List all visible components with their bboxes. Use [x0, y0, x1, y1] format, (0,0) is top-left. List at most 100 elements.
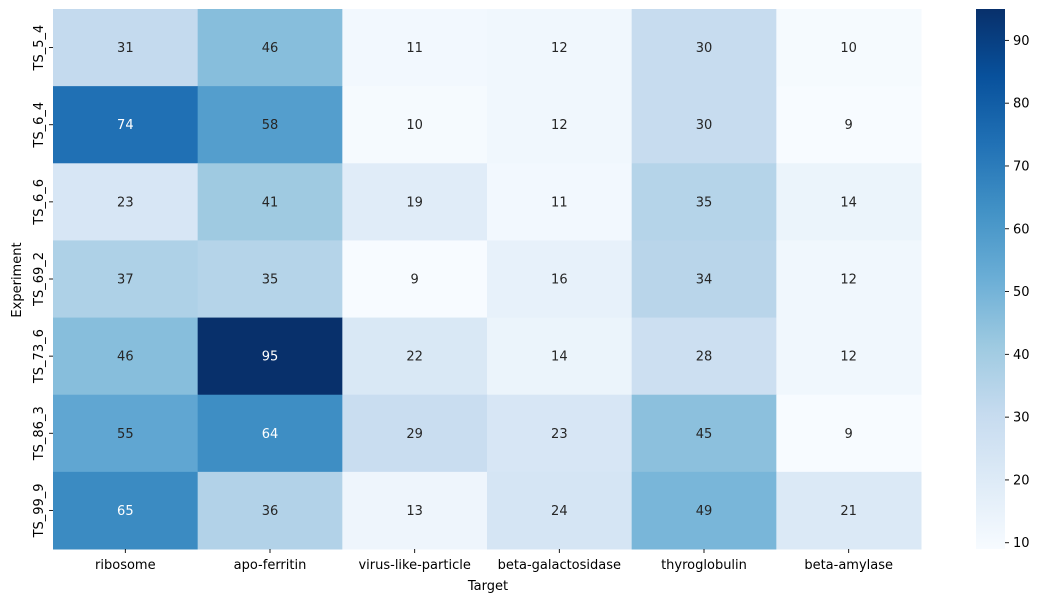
- cell-value-label: 12: [840, 350, 857, 365]
- x-tick-label: ribosome: [95, 558, 156, 573]
- heatmap-cell: [53, 9, 199, 87]
- y-tick-label: TS_99_9: [32, 483, 47, 538]
- cell-value-label: 30: [696, 118, 713, 133]
- cell-value-label: 45: [696, 427, 713, 442]
- x-tick-label: beta-galactosidase: [498, 558, 621, 573]
- heatmap-cell: [776, 394, 922, 473]
- cell-value-label: 41: [262, 195, 279, 210]
- x-axis-label: Target: [467, 579, 508, 594]
- x-axis-ticks: ribosome apo-ferritin virus-like-particle b…: [95, 549, 893, 573]
- colorbar-tick-label: 80: [1013, 97, 1030, 112]
- heatmap-cell: [487, 317, 633, 396]
- heatmap-cell: [487, 9, 633, 87]
- heatmap-cell: [342, 317, 488, 396]
- heatmap-cell: [631, 471, 777, 550]
- cell-value-label: 95: [262, 350, 279, 365]
- x-tick-label: virus-like-particle: [358, 558, 470, 573]
- cell-value-label: 35: [696, 195, 713, 210]
- cell-value-label: 64: [262, 427, 279, 442]
- heatmap-cell: [197, 471, 343, 550]
- cell-value-label: 10: [406, 118, 423, 133]
- heatmap-cell: [776, 86, 922, 164]
- cell-value-label: 74: [117, 118, 134, 133]
- cell-value-label: 36: [262, 504, 279, 519]
- cell-value-label: 10: [840, 41, 857, 56]
- colorbar-tick-label: 40: [1013, 348, 1030, 363]
- y-tick-label: TS_5_4: [32, 25, 47, 72]
- y-axis-label: Experiment: [10, 242, 25, 317]
- cell-value-label: 22: [406, 350, 423, 365]
- cell-value-label: 30: [696, 41, 713, 56]
- cell-value-label: 37: [117, 273, 134, 288]
- heatmap-cell: [776, 240, 922, 319]
- heatmap-cell: [631, 9, 777, 87]
- cell-value-label: 31: [117, 41, 134, 56]
- colorbar-tick-label: 30: [1013, 411, 1030, 426]
- heatmap-cell: [487, 240, 633, 319]
- cell-value-label: 49: [696, 504, 713, 519]
- colorbar-tick-label: 10: [1013, 536, 1030, 551]
- heatmap-cell: [487, 471, 633, 550]
- heatmap-cell: [631, 317, 777, 396]
- heatmap-cell: [487, 394, 633, 473]
- cell-value-label: 35: [262, 273, 279, 288]
- heatmap-cell: [776, 163, 922, 241]
- cell-value-label: 14: [840, 195, 857, 210]
- cell-value-label: 58: [262, 118, 279, 133]
- cell-value-label: 21: [840, 504, 857, 519]
- heatmap-cell: [776, 471, 922, 550]
- heatmap-cell: [197, 394, 343, 473]
- x-tick-label: apo-ferritin: [234, 558, 307, 573]
- heatmap-cell: [53, 471, 199, 550]
- cell-value-label: 46: [117, 350, 134, 365]
- colorbar-tick-label: 50: [1013, 285, 1030, 300]
- y-tick-label: TS_73_6: [32, 329, 47, 384]
- heatmap-cell: [776, 317, 922, 396]
- cell-value-label: 46: [262, 41, 279, 56]
- heatmap-cell: [53, 86, 199, 164]
- cell-value-label: 19: [406, 195, 423, 210]
- heatmap-cell: [197, 240, 343, 319]
- cell-value-label: 11: [551, 195, 568, 210]
- heatmap-cells: 31 46 11 12 30 10 74 58 10 12 30 9 23 41 19 11 35 14 37 35 9…: [53, 9, 922, 550]
- x-tick-label: thyroglobulin: [661, 558, 747, 573]
- y-tick-label: TS_6_6: [32, 179, 47, 226]
- colorbar-ticks: 10 20 30 40 50 60 70 80 90: [1005, 34, 1030, 551]
- heatmap-cell: [631, 86, 777, 164]
- y-tick-label: TS_69_2: [32, 252, 47, 307]
- cell-value-label: 9: [845, 427, 853, 442]
- cell-value-label: 14: [551, 350, 568, 365]
- heatmap-cell: [53, 394, 199, 473]
- heatmap-cell: [53, 163, 199, 241]
- y-tick-label: TS_86_3: [32, 406, 47, 461]
- cell-value-label: 55: [117, 427, 134, 442]
- heatmap-cell: [342, 9, 488, 87]
- heatmap-cell: [53, 240, 199, 319]
- colorbar-tick-label: 60: [1013, 222, 1030, 237]
- cell-value-label: 9: [411, 273, 419, 288]
- heatmap-cell: [197, 163, 343, 241]
- cell-value-label: 16: [551, 273, 568, 288]
- cell-value-label: 13: [406, 504, 423, 519]
- y-tick-label: TS_6_4: [32, 102, 47, 149]
- y-axis-ticks: TS_5_4 TS_6_4 TS_6_6 TS_69_2 TS_73_6 TS_86_3 T…: [32, 25, 53, 538]
- heatmap-cell: [342, 394, 488, 473]
- cell-value-label: 9: [845, 118, 853, 133]
- colorbar-tick-label: 70: [1013, 159, 1030, 174]
- heatmap-cell: [197, 86, 343, 164]
- heatmap-cell: [197, 9, 343, 87]
- cell-value-label: 12: [551, 41, 568, 56]
- heatmap-cell: [197, 317, 343, 396]
- cell-value-label: 12: [551, 118, 568, 133]
- heatmap-cell: [342, 471, 488, 550]
- x-tick-label: beta-amylase: [804, 558, 893, 573]
- colorbar-tick-label: 90: [1013, 34, 1030, 49]
- heatmap-cell: [776, 9, 922, 87]
- cell-value-label: 23: [551, 427, 568, 442]
- heatmap-cell: [487, 86, 633, 164]
- cell-value-label: 24: [551, 504, 568, 519]
- heatmap-cell: [53, 317, 199, 396]
- cell-value-label: 23: [117, 195, 134, 210]
- heatmap-cell: [342, 86, 488, 164]
